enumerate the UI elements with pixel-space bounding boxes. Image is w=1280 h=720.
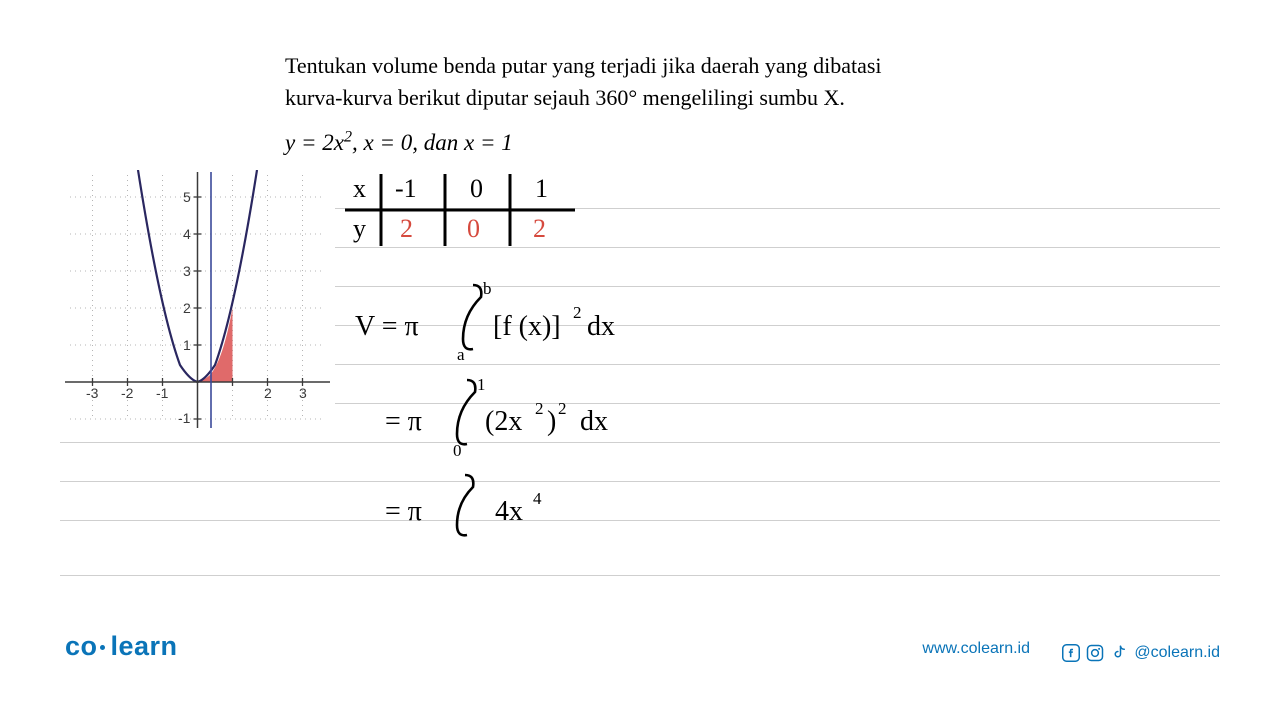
instagram-icon[interactable] [1086,644,1104,662]
problem-line-1: Tentukan volume benda putar yang terjadi… [285,50,985,82]
svg-text:5: 5 [183,189,191,205]
table-header-y: y [353,214,366,244]
facebook-icon[interactable] [1062,644,1080,662]
derivation: V = π b a [f (x)] 2 dx = π 1 0 (2x 2 ) 2… [355,280,715,555]
table-x-2: 1 [535,174,548,204]
value-table: x -1 0 1 y 2 0 2 [345,172,585,259]
svg-text:dx: dx [587,311,615,342]
svg-text:4: 4 [533,489,542,508]
svg-text:(2x: (2x [485,406,522,437]
svg-text:a: a [457,345,465,364]
svg-text:2: 2 [264,385,272,401]
brand-logo: colearn [65,631,178,662]
svg-text:0: 0 [453,441,462,460]
svg-text:-3: -3 [86,385,99,401]
problem-statement: Tentukan volume benda putar yang terjadi… [285,50,985,114]
svg-text:V = π: V = π [355,311,419,342]
svg-text:2: 2 [558,399,567,418]
brand-left: co [65,631,98,661]
table-y-0: 2 [400,214,413,244]
svg-text:dx: dx [580,406,608,437]
brand-right: learn [111,631,178,661]
social-handle[interactable]: @colearn.id [1134,644,1220,662]
site-url[interactable]: www.colearn.id [922,640,1030,658]
problem-line-2: kurva-kurva berikut diputar sejauh 360° … [285,82,985,114]
graph-plot: -3 -2 -1 2 3 1 2 3 4 5 -1 [60,170,335,430]
tiktok-icon[interactable] [1110,644,1128,662]
svg-text:4x: 4x [495,496,523,527]
svg-text:3: 3 [183,263,191,279]
svg-text:1: 1 [183,337,191,353]
social-block: @colearn.id [1062,644,1220,662]
svg-text:2: 2 [535,399,544,418]
problem-equation: y = 2x2, x = 0, dan x = 1 [285,128,513,156]
svg-text:-1: -1 [156,385,169,401]
table-x-0: -1 [395,174,417,204]
svg-text:-1: -1 [178,410,191,426]
svg-text:2: 2 [183,300,191,316]
svg-text:= π: = π [385,496,422,527]
table-y-1: 0 [467,214,480,244]
svg-text:): ) [547,406,556,437]
svg-text:b: b [483,280,492,298]
table-header-x: x [353,174,366,204]
equation-text: y = 2x2, x = 0, dan x = 1 [285,130,513,155]
svg-text:1: 1 [477,375,486,394]
svg-text:[f (x)]: [f (x)] [493,311,561,342]
page: Tentukan volume benda putar yang terjadi… [0,0,1280,720]
table-y-2: 2 [533,214,546,244]
derivation-svg: V = π b a [f (x)] 2 dx = π 1 0 (2x 2 ) 2… [355,280,715,550]
table-x-1: 0 [470,174,483,204]
svg-text:-2: -2 [121,385,134,401]
svg-text:3: 3 [299,385,307,401]
svg-text:= π: = π [385,406,422,437]
svg-text:2: 2 [573,303,582,322]
svg-text:4: 4 [183,226,191,242]
